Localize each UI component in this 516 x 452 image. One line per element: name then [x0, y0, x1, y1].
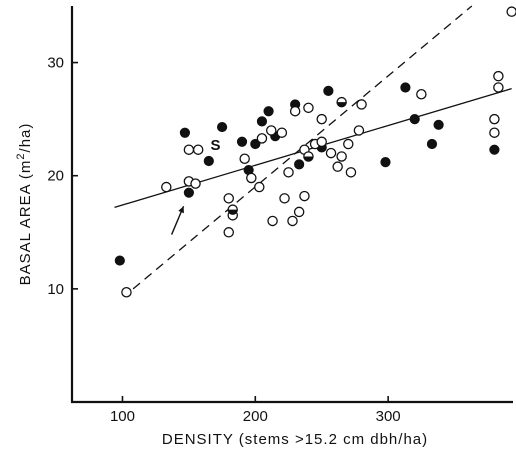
annotations: S — [170, 137, 220, 235]
open-point — [267, 215, 278, 227]
data-points — [114, 6, 516, 298]
filled-point — [236, 136, 248, 147]
dashed-regression-line — [132, 5, 473, 290]
y-axis-title: BASAL AREA (m2/ha) — [15, 123, 34, 286]
filled-point — [400, 82, 411, 93]
open-point — [489, 113, 500, 125]
y-tick-label-30: 30 — [47, 55, 64, 72]
open-point — [246, 172, 257, 184]
filled-point — [433, 119, 444, 130]
open-point — [493, 70, 504, 82]
filled-point — [216, 121, 228, 133]
x-axis-title: DENSITY (stems >15.2 cm dbh/ha) — [162, 431, 428, 448]
open-point — [345, 167, 357, 178]
open-point — [325, 147, 337, 159]
open-point — [279, 193, 290, 204]
open-point — [276, 127, 288, 138]
open-point — [256, 133, 268, 144]
open-point — [239, 153, 250, 164]
half-filled-point — [336, 96, 347, 108]
open-point — [223, 193, 234, 204]
filled-point — [294, 159, 305, 170]
x-tick-label-300: 300 — [376, 408, 401, 425]
open-point — [283, 167, 294, 178]
filled-point — [183, 187, 194, 198]
axis-ticks: 100 200 300 10 20 30 — [47, 55, 400, 425]
open-point — [316, 136, 327, 148]
open-point — [190, 178, 201, 189]
open-point — [336, 151, 347, 162]
open-point — [183, 144, 195, 155]
open-point — [293, 206, 305, 218]
filled-point — [256, 116, 268, 127]
open-point — [353, 125, 365, 136]
open-point — [223, 227, 234, 238]
half-filled-point — [227, 204, 238, 215]
open-point — [265, 125, 277, 136]
filled-point — [489, 144, 500, 155]
open-point — [493, 82, 504, 93]
open-point — [303, 102, 314, 114]
axes — [70, 6, 513, 404]
filled-point — [426, 138, 438, 150]
open-point — [289, 105, 301, 117]
open-point — [356, 99, 367, 110]
open-point — [254, 181, 265, 193]
open-point — [332, 161, 343, 172]
open-point — [416, 89, 427, 100]
filled-point — [409, 114, 420, 125]
y-tick-label-20: 20 — [47, 168, 64, 185]
filled-point — [114, 255, 125, 266]
open-point — [316, 113, 327, 125]
half-filled-point — [303, 151, 314, 162]
filled-point — [179, 127, 191, 138]
open-point — [299, 190, 310, 202]
x-tick-label-200: 200 — [243, 408, 268, 425]
y-tick-label-10: 10 — [47, 281, 64, 298]
open-point — [343, 138, 354, 150]
filled-point — [203, 155, 214, 167]
arrow-pointer — [170, 205, 185, 235]
open-point — [192, 144, 204, 155]
annotation-label: S — [210, 137, 220, 154]
filled-point — [323, 85, 334, 96]
open-point — [489, 127, 500, 138]
open-point — [287, 215, 298, 227]
open-point — [506, 6, 516, 17]
open-point — [161, 181, 172, 193]
filled-point — [263, 106, 274, 117]
x-tick-label-100: 100 — [110, 408, 135, 425]
filled-point — [250, 138, 261, 150]
filled-point — [380, 157, 391, 168]
open-point — [121, 287, 132, 298]
